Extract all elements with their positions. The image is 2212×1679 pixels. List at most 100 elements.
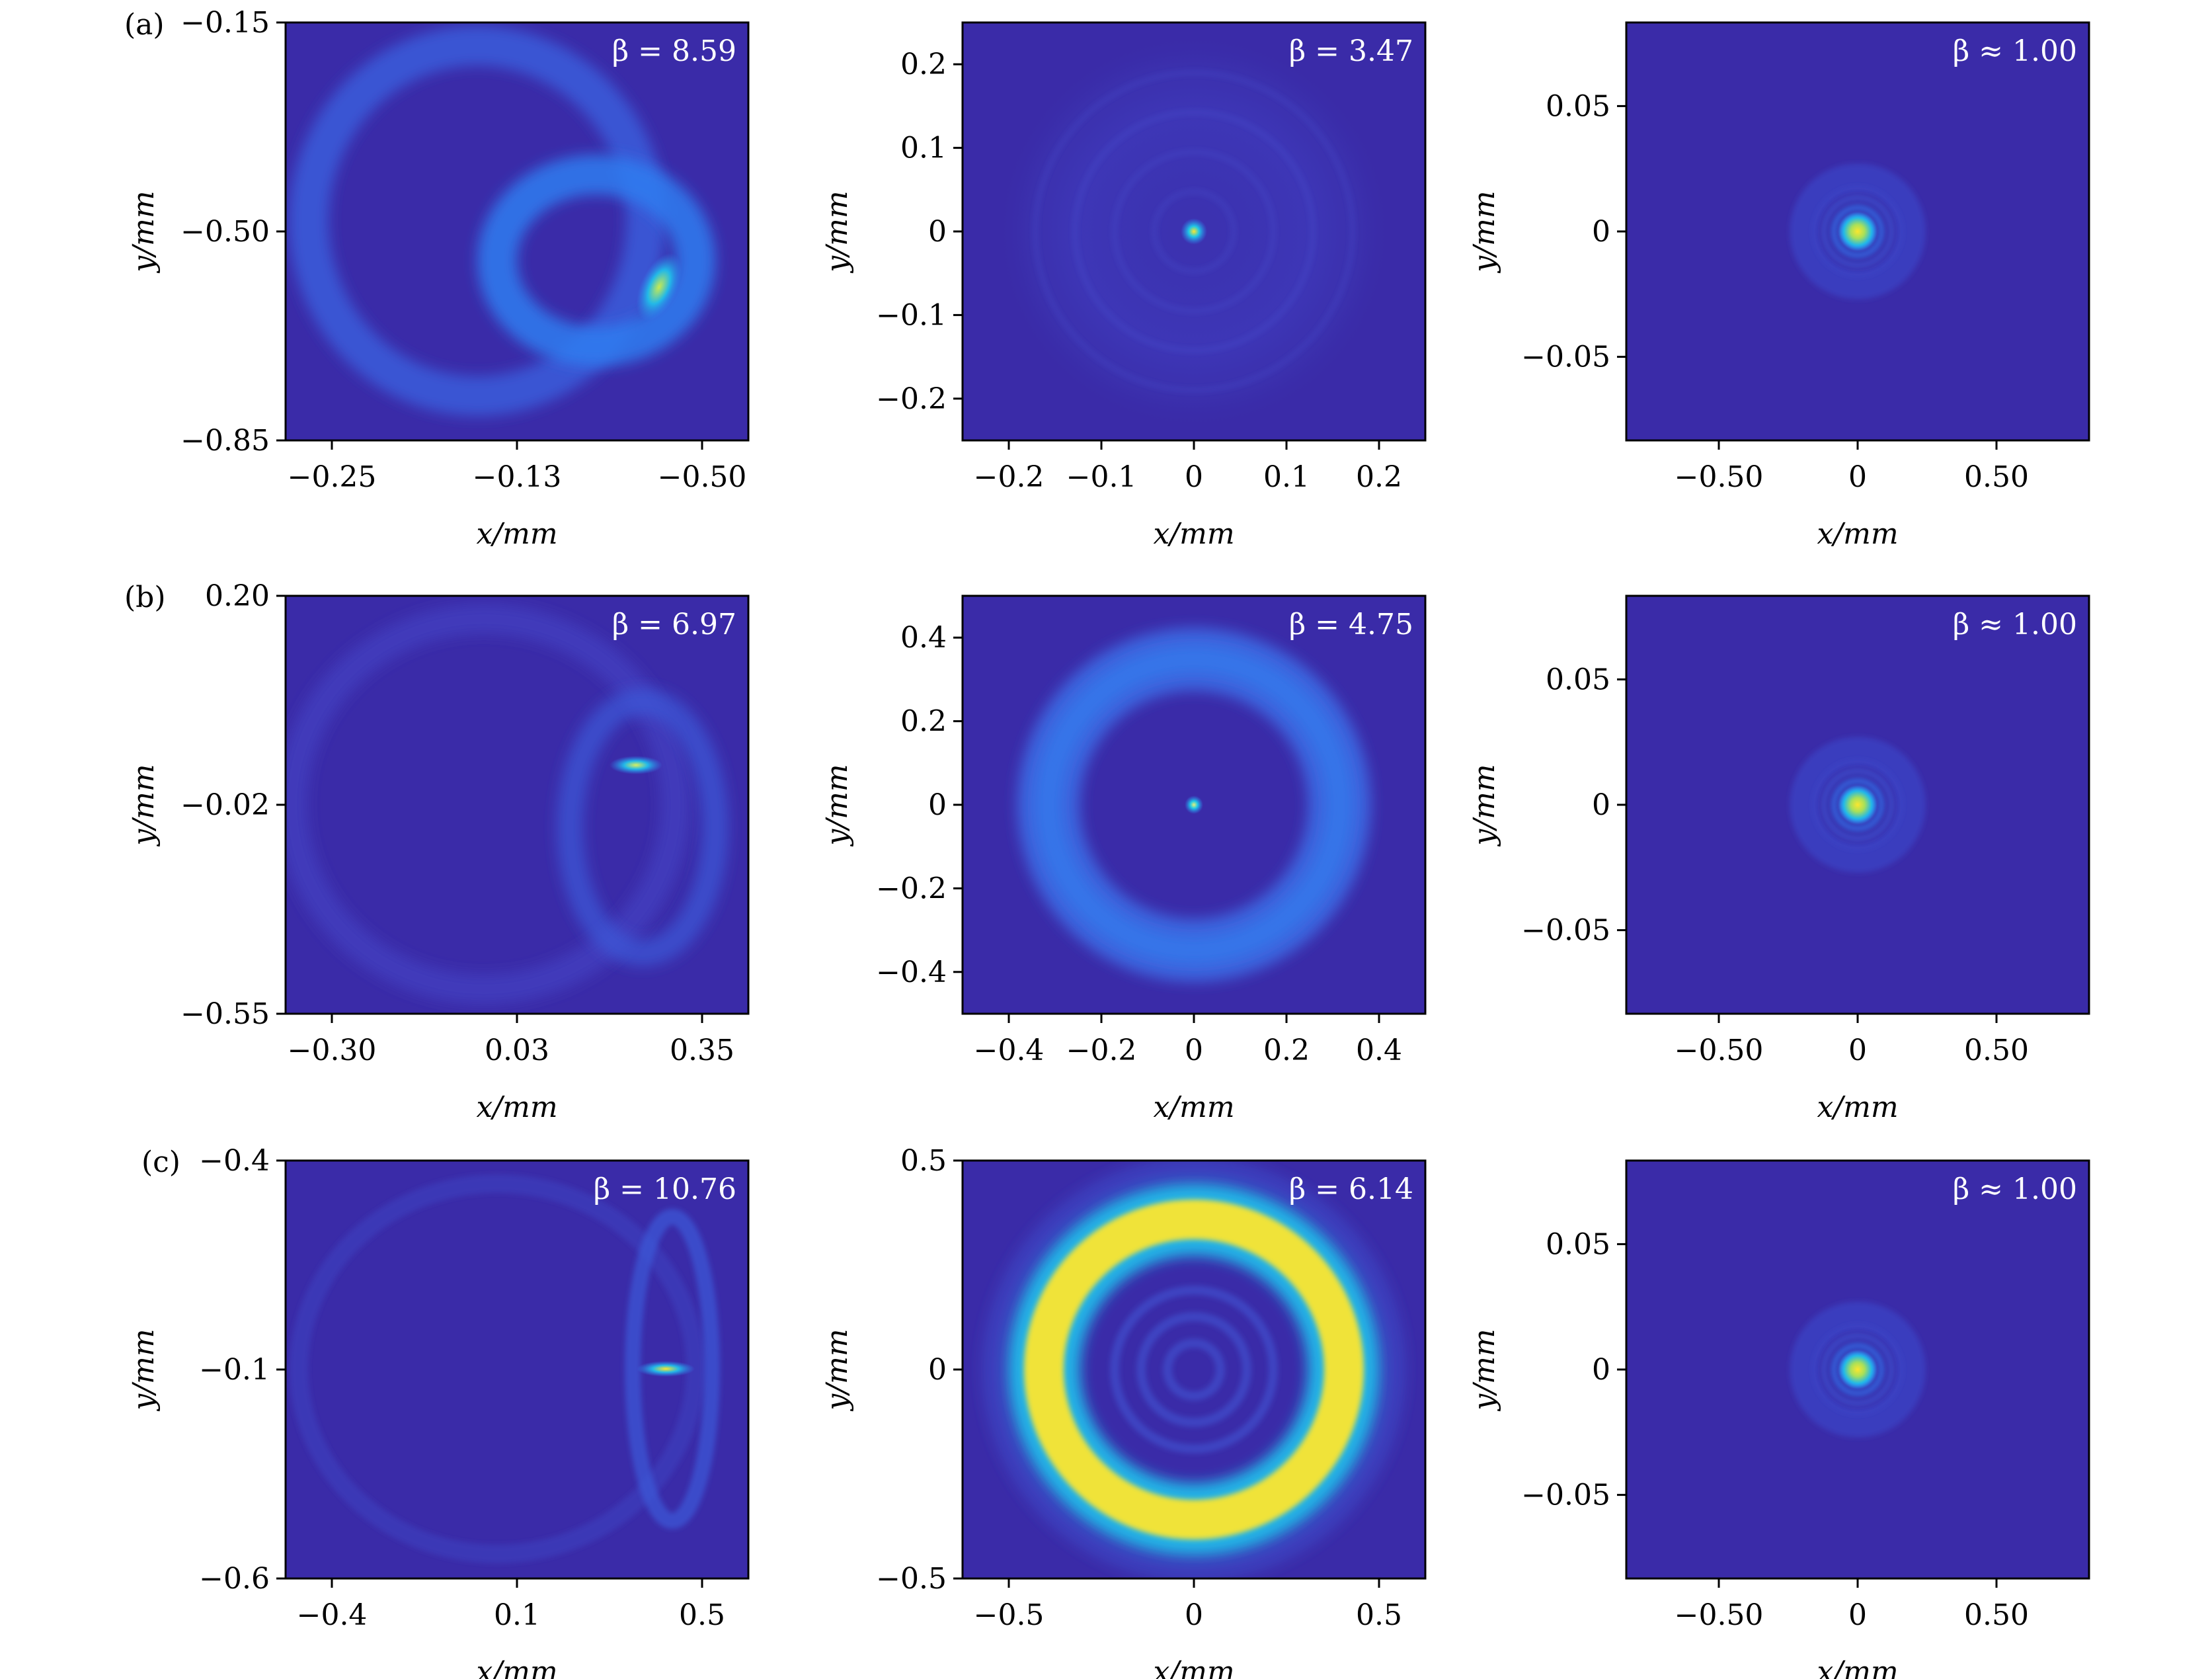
inner-ring bbox=[1110, 1286, 1278, 1454]
intensity-pattern bbox=[1790, 737, 1926, 873]
y-tick-label: −0.50 bbox=[180, 215, 270, 249]
intensity-pattern bbox=[1790, 163, 1926, 300]
diffraction-ring bbox=[1790, 163, 1926, 300]
y-tick-label: 0.1 bbox=[900, 132, 947, 165]
diffraction-ring bbox=[1790, 737, 1926, 873]
y-tick-label: 0 bbox=[928, 788, 947, 822]
y-axis-label: y/mm bbox=[127, 764, 161, 846]
x-tick-label: 0 bbox=[1848, 460, 1867, 494]
central-peak bbox=[1838, 1350, 1877, 1389]
x-axis-label: x/mm bbox=[1153, 517, 1234, 551]
beta-annotation: β ≈ 1.00 bbox=[1953, 34, 2077, 68]
y-axis-label: y/mm bbox=[1468, 764, 1501, 846]
focal-spot bbox=[610, 756, 662, 774]
y-tick-label: 0 bbox=[1592, 215, 1610, 249]
x-tick-label: 0.4 bbox=[1356, 1034, 1402, 1067]
x-tick-label: 0.50 bbox=[1964, 1034, 2029, 1067]
faint-ring bbox=[1072, 110, 1316, 353]
x-tick-label: −0.4 bbox=[974, 1034, 1045, 1067]
y-axis-label: y/mm bbox=[820, 1329, 854, 1411]
panels-group: −0.25 −0.13 −0.50−0.15−0.50−0.85x/mmy/mmβ … bbox=[127, 6, 2090, 1679]
x-tick-label: −0.50 bbox=[1675, 1598, 1764, 1632]
x-tick-label: −0.25 bbox=[288, 460, 377, 494]
beta-annotation: β ≈ 1.00 bbox=[1953, 608, 2077, 641]
x-tick-label: −0.4 bbox=[297, 1598, 368, 1632]
x-tick-label: 0 bbox=[1185, 1598, 1203, 1632]
x-axis-label: x/mm bbox=[1153, 1655, 1234, 1679]
side-arc bbox=[625, 1209, 720, 1529]
beta-annotation: β = 4.75 bbox=[1289, 608, 1413, 641]
y-tick-label: 0.4 bbox=[900, 621, 947, 655]
beta-annotation: β = 6.97 bbox=[612, 608, 736, 641]
panel-b-2: −0.4 −0.2 0 0.2 0.4 0.4 0.2 0 −0.2 −0.4 x/mm y/mm β … bbox=[820, 594, 1427, 1124]
panel-c-3: −0.50 0 0.50 0.05 0 −0.05 x/mm y/mm β ≈ 1.00 bbox=[1468, 1159, 2090, 1679]
x-tick-label: −0.2 bbox=[1066, 1034, 1137, 1067]
y-axis-label: y/mm bbox=[820, 190, 854, 273]
y-tick-label: −0.2 bbox=[876, 872, 947, 905]
y-tick-label: 0.05 bbox=[1546, 1227, 1610, 1261]
diffraction-ring bbox=[1813, 1325, 1903, 1414]
x-tick-label: 0.03 bbox=[485, 1034, 549, 1067]
intensity-pattern bbox=[289, 26, 715, 416]
x-tick-label: 0 bbox=[1848, 1034, 1867, 1067]
x-tick-label: −0.30 bbox=[288, 1034, 377, 1067]
diffraction-ring bbox=[1821, 1333, 1894, 1406]
x-tick-label: −0.50 bbox=[1675, 1034, 1764, 1067]
y-tick-label: 0 bbox=[928, 215, 947, 249]
panel-b-3: −0.50 0 0.50 0.05 0 −0.05 x/mm y/mm β ≈ 1.00 bbox=[1468, 594, 2090, 1124]
panel-a-2: −0.2 −0.1 0 0.1 0.2 0.2 0.1 0 −0.1 −0.2 x/mm y/mm β … bbox=[820, 21, 1427, 551]
outer-arc bbox=[290, 1174, 705, 1563]
side-arc bbox=[557, 688, 729, 966]
x-axis-label: x/mm bbox=[476, 1090, 557, 1124]
x-tick-label: 0.5 bbox=[679, 1598, 725, 1632]
inner-ring bbox=[1163, 1338, 1225, 1401]
y-tick-label: −0.05 bbox=[1521, 341, 1610, 374]
x-tick-label: 0.2 bbox=[1356, 460, 1402, 494]
outer-arc bbox=[289, 26, 666, 416]
faint-ring bbox=[1112, 149, 1276, 313]
x-tick-label: −0.50 bbox=[1675, 460, 1764, 494]
diffraction-ring bbox=[1831, 204, 1885, 259]
y-tick-label: −0.5 bbox=[876, 1562, 947, 1596]
outer-arc bbox=[286, 604, 691, 1004]
row-label-c: (c) bbox=[141, 1145, 180, 1179]
faint-ring bbox=[1033, 70, 1355, 393]
intensity-pattern bbox=[1017, 628, 1371, 982]
central-peak bbox=[1838, 785, 1877, 825]
y-tick-label: 0.2 bbox=[900, 705, 947, 739]
x-axis-label: x/mm bbox=[1817, 517, 1898, 551]
x-axis-label: x/mm bbox=[1153, 1090, 1234, 1124]
y-tick-label: −0.4 bbox=[199, 1144, 270, 1178]
panel-a-3: −0.50 0 0.50 0.05 0 −0.05 x/mm y/mm β ≈ 1.00 bbox=[1468, 21, 2090, 551]
y-tick-label: −0.05 bbox=[1521, 914, 1610, 948]
beta-annotation: β = 3.47 bbox=[1289, 34, 1413, 68]
inner-ring bbox=[1136, 1312, 1251, 1427]
intensity-pattern bbox=[286, 604, 729, 1004]
intensity-pattern bbox=[290, 1174, 720, 1563]
y-tick-label: −0.02 bbox=[180, 788, 270, 822]
diffraction-ring bbox=[1821, 195, 1894, 268]
x-axis-label: x/mm bbox=[476, 517, 557, 551]
x-tick-label: 0.1 bbox=[1263, 460, 1310, 494]
y-axis-label: y/mm bbox=[127, 190, 161, 273]
y-tick-label: −0.1 bbox=[199, 1353, 270, 1387]
y-axis-label: y/mm bbox=[1468, 190, 1501, 273]
y-tick-label: 0 bbox=[1592, 1353, 1610, 1387]
panel-a-1: −0.25 −0.13 −0.50 −0.15 −0.50 −0.85 x/mm y/mm β … bbox=[127, 6, 750, 551]
x-axis-label: x/mm bbox=[476, 1655, 557, 1679]
outer-ring bbox=[982, 1161, 1405, 1578]
y-tick-label: −0.15 bbox=[180, 6, 270, 40]
diffraction-ring bbox=[1831, 778, 1885, 832]
inner-arc bbox=[477, 155, 715, 366]
focal-spot bbox=[636, 253, 682, 321]
y-tick-label: −0.4 bbox=[876, 956, 947, 989]
ring-core bbox=[1035, 646, 1353, 963]
x-tick-label: 0 bbox=[1848, 1598, 1867, 1632]
y-axis-label: y/mm bbox=[1468, 1329, 1501, 1411]
diffraction-ring bbox=[1831, 1342, 1885, 1397]
panel-c-1: −0.4 0.1 0.5 −0.4 −0.1 −0.6 x/mm y/mm β = 10.76 bbox=[127, 1144, 750, 1679]
x-tick-label: 0.5 bbox=[1356, 1598, 1402, 1632]
intensity-pattern bbox=[996, 33, 1392, 430]
beta-annotation: β = 8.59 bbox=[612, 34, 736, 68]
